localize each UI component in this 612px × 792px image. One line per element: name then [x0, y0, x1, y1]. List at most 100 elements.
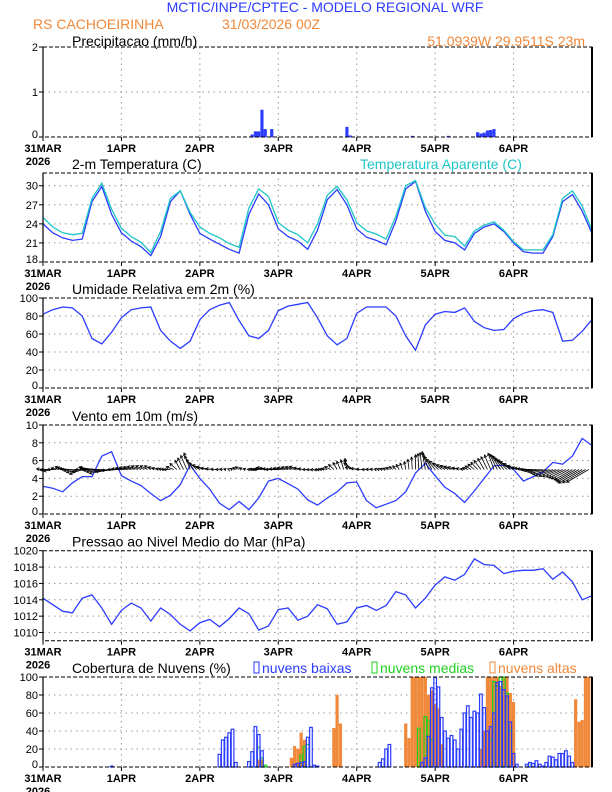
x-tick-label: 1APR — [107, 647, 136, 659]
wind-vector-head — [510, 466, 515, 470]
bar-nuvens-baixas — [459, 728, 464, 768]
wind-vector-head — [491, 455, 496, 460]
wind-vector-head — [162, 467, 167, 472]
x-tick-label: 2APR — [185, 647, 214, 659]
panel-wind: Vento em 10m (m/s) 0 2 4 6 8 10 31MAR 1APR 2APR 3A… — [24, 408, 593, 545]
y-tick-label: 2 — [32, 42, 38, 54]
wind-vector-head — [35, 467, 40, 471]
y-tick-label: 0 — [32, 506, 38, 518]
bar-precipitacao — [260, 109, 264, 138]
wind-vector-head — [538, 473, 543, 478]
wind-vector — [470, 462, 478, 470]
wind-vector-head — [157, 467, 162, 471]
x-tick-label: 5APR — [420, 394, 449, 406]
y-tick-label: 1 — [32, 87, 38, 99]
main-title: MCTIC/INPE/CPTEC - MODELO REGIONAL WRF — [167, 0, 484, 15]
bar-nuvens-baixas — [472, 710, 477, 768]
wind-vector-head — [355, 467, 360, 472]
wind-vector — [180, 455, 188, 470]
wind-vector-head — [420, 450, 425, 455]
legend-swatch-orange — [489, 661, 496, 674]
bar-nuvens-baixas — [246, 760, 251, 768]
wind-vector-head — [532, 472, 536, 476]
wind-vector — [477, 458, 485, 470]
wind-vector-head — [183, 452, 187, 456]
wind-vector — [403, 461, 407, 470]
wind-vector-head — [527, 469, 532, 474]
wind-vector — [532, 469, 550, 475]
wind-vector-head — [324, 466, 328, 470]
wind-vector-head — [423, 455, 428, 460]
wind-vector-head — [305, 467, 310, 472]
wind-vector — [177, 457, 184, 470]
bar-nuvens-altas — [335, 694, 339, 768]
wind-vector-head — [327, 463, 332, 468]
y-tick-label: 1012 — [14, 611, 38, 623]
wind-vector-head — [432, 462, 436, 466]
wind-vector — [525, 469, 540, 472]
x-tick-label: 2APR — [185, 143, 214, 155]
wind-vector-head — [56, 466, 61, 470]
wind-vector-head — [502, 463, 507, 467]
y-tick-label: 24 — [26, 219, 38, 231]
wind-vector — [464, 465, 472, 470]
wind-vector-head — [524, 469, 529, 473]
bar-nuvens-altas — [289, 757, 293, 768]
wind-vector-head — [88, 471, 93, 475]
y-tick-label: 1020 — [14, 546, 38, 558]
x-tick-label: 6APR — [499, 647, 528, 659]
bar-nuvens-baixas — [485, 730, 490, 768]
station-location: 51.0939W 29.9511S 23m — [427, 33, 585, 49]
wind-vector-head — [565, 479, 570, 483]
wind-vector-head — [46, 467, 51, 472]
bar-nuvens-baixas — [309, 726, 313, 768]
panels: Precipitacao (mm/h) 0 1 2 31MAR 1APR 2APR 3APR 4… — [14, 33, 593, 792]
wind-vector-head — [473, 459, 478, 464]
wind-vector-head — [288, 465, 293, 469]
wind-vector-head — [477, 457, 481, 462]
bar-nuvens-baixas — [550, 756, 555, 768]
wind-vector — [558, 469, 583, 484]
wind-vector-head — [413, 453, 418, 458]
bar-nuvens-baixas — [253, 725, 258, 768]
wind-vector-head — [242, 467, 247, 472]
wind-vector-head — [209, 467, 214, 472]
wind-vector-head — [494, 457, 498, 461]
wind-vector — [436, 464, 446, 470]
wind-vector — [139, 465, 148, 470]
wind-vector-head — [406, 458, 410, 463]
bar-nuvens-baixas — [387, 743, 392, 768]
panel-title: Cobertura de Nuvens (%) — [72, 660, 231, 676]
x-tick-label: 5APR — [420, 268, 449, 280]
bar-nuvens-baixas — [377, 761, 382, 768]
bar-nuvens-baixas — [465, 705, 470, 768]
wind-vector-head — [498, 461, 503, 465]
x-year-label: 2026 — [26, 660, 50, 672]
bar-nuvens-altas — [413, 676, 418, 768]
wind-vector-head — [185, 459, 190, 463]
bar-nuvens-baixas — [227, 732, 232, 768]
legend-label: nuvens baixas — [262, 660, 352, 676]
x-tick-label: 5APR — [420, 773, 449, 785]
y-tick-label: 21 — [26, 238, 38, 250]
wind-vector-head — [297, 467, 302, 471]
legend-swatch-blue — [253, 661, 260, 674]
bar-nuvens-altas — [407, 737, 411, 768]
bar-nuvens-altas — [583, 676, 588, 768]
legend-swatch-green — [371, 661, 378, 674]
bar-nuvens-altas — [577, 721, 581, 768]
x-year-label: 2026 — [26, 407, 50, 419]
x-tick-label: 5APR — [420, 647, 449, 659]
wind-vector-head — [447, 466, 451, 470]
bar-nuvens-altas — [420, 676, 424, 768]
wind-vector-head — [292, 466, 297, 471]
x-tick-label: 6APR — [499, 773, 528, 785]
wind-vector-head — [118, 466, 123, 470]
wind-vector-head — [94, 469, 99, 474]
wind-vector — [538, 469, 557, 477]
wind-vector — [566, 469, 589, 483]
plot-frame — [42, 550, 593, 642]
x-tick-label: 3APR — [264, 268, 293, 280]
y-tick-label: 20 — [26, 744, 38, 756]
